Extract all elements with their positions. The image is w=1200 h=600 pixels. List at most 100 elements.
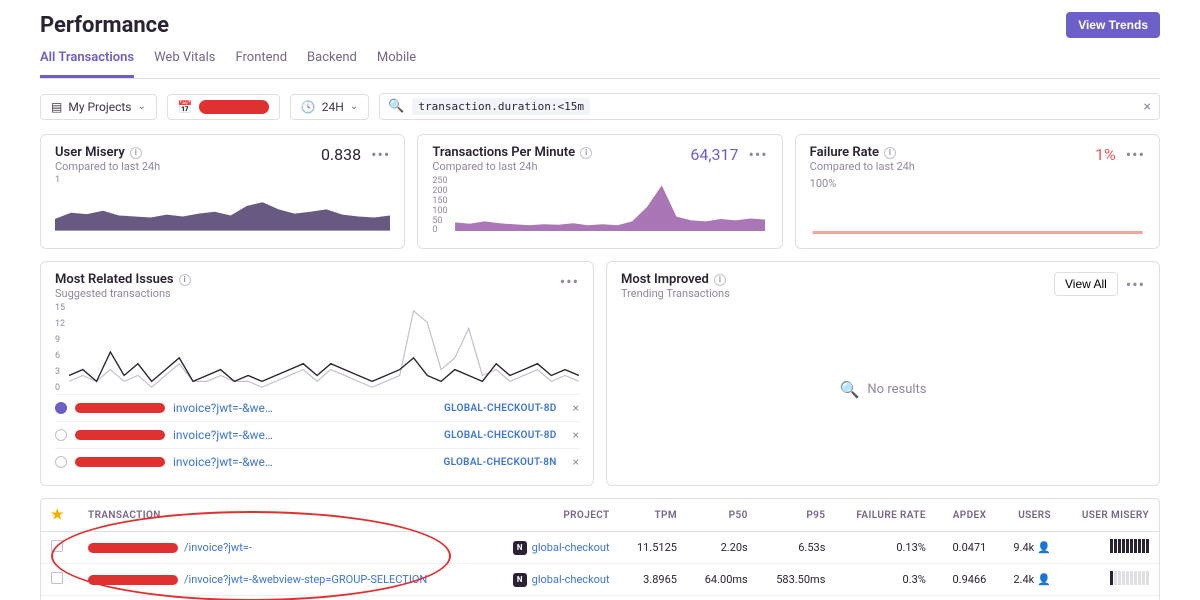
user-misery (1061, 532, 1159, 564)
failure-rate-chart (810, 196, 1145, 234)
tabs: All Transactions Web Vitals Frontend Backen… (40, 50, 1160, 79)
col-p50[interactable]: P50 (687, 499, 758, 532)
issue-link[interactable]: invoice?jwt=-&we… (173, 455, 273, 469)
improved-subtitle: Trending Transactions (621, 287, 730, 300)
failure-rate-title: Failure Rate (810, 145, 879, 160)
col-project[interactable]: PROJECT (488, 499, 619, 532)
improved-title: Most Improved (621, 272, 709, 287)
user-misery-value: 0.838 (321, 145, 361, 164)
search-icon: 🔍 (839, 380, 859, 399)
calendar-icon: 📅 (178, 100, 193, 114)
col-failure-rate[interactable]: FAILURE RATE (835, 499, 935, 532)
user-icon: 👤 (1037, 541, 1051, 554)
redacted-date (199, 100, 269, 114)
info-icon[interactable]: i (179, 274, 191, 286)
table-row[interactable]: /invoice?jwt=-&webview-step=INVOICE-SELE… (41, 596, 1159, 600)
project-badge[interactable]: Nglobal-checkout (513, 541, 610, 555)
no-results-text: No results (867, 382, 926, 397)
search-chip: transaction.duration:<15m (412, 98, 590, 115)
failure-rate-card: Failure Ratei Compared to last 24h 1% ••… (795, 134, 1160, 249)
search-input[interactable]: 🔍 transaction.duration:<15m × (379, 93, 1160, 120)
users: 9.4k👤 (996, 532, 1061, 564)
col-apdex[interactable]: APDEX (936, 499, 996, 532)
redacted (88, 543, 178, 553)
redacted (75, 457, 165, 467)
transaction-link[interactable]: /invoice?jwt=-&webview-step=GROUP-SELECT… (184, 573, 427, 586)
select-dot[interactable] (55, 456, 67, 468)
tpm: 11.5125 (620, 532, 687, 564)
issues-subtitle: Suggested transactions (55, 287, 191, 300)
p95: 6.53s (758, 532, 836, 564)
tab-backend[interactable]: Backend (307, 50, 357, 78)
user-misery-card: User Miseryi Compared to last 24h 0.838 … (40, 134, 405, 249)
issue-list: invoice?jwt=-&we…GLOBAL-CHECKOUT-8D×invo… (55, 394, 579, 475)
col-tpm[interactable]: TPM (620, 499, 687, 532)
close-icon[interactable]: × (573, 455, 579, 469)
more-icon[interactable]: ••• (1126, 145, 1145, 164)
tab-web-vitals[interactable]: Web Vitals (154, 50, 215, 78)
tpm-title: Transactions Per Minute (432, 145, 575, 160)
apdex: 0.912 (936, 596, 996, 600)
failure-rate-subtitle: Compared to last 24h (810, 160, 915, 173)
page-title: Performance (40, 13, 169, 38)
redacted (75, 403, 165, 413)
select-dot[interactable] (55, 402, 67, 414)
tab-mobile[interactable]: Mobile (377, 50, 416, 78)
close-icon[interactable]: × (573, 401, 579, 415)
star-toggle[interactable] (51, 540, 63, 552)
info-icon[interactable]: i (884, 147, 896, 159)
info-icon[interactable]: i (130, 147, 142, 159)
col-p95[interactable]: P95 (758, 499, 836, 532)
projects-filter[interactable]: ▤ My Projects ⌄ (40, 94, 157, 120)
p95: 583.50ms (758, 564, 836, 596)
issue-link[interactable]: invoice?jwt=-&we… (173, 428, 273, 442)
redacted (88, 575, 178, 585)
info-icon[interactable]: i (714, 274, 726, 286)
p50: 72.00ms (687, 596, 758, 600)
view-all-button[interactable]: View All (1054, 272, 1118, 296)
failure-rate: 1.86% (835, 596, 935, 600)
info-icon[interactable]: i (580, 147, 592, 159)
users: 6.4k👤 (996, 596, 1061, 600)
user-misery (1061, 596, 1159, 600)
user-misery-subtitle: Compared to last 24h (55, 160, 160, 173)
col-users[interactable]: USERS (996, 499, 1061, 532)
timerange-filter[interactable]: 🕓 24H ⌄ (290, 94, 369, 120)
more-icon[interactable]: ••• (1126, 275, 1145, 294)
star-icon[interactable]: ★ (51, 507, 64, 523)
close-icon[interactable]: × (573, 428, 579, 442)
project-badge[interactable]: Nglobal-checkout (513, 573, 610, 587)
users: 2.4k👤 (996, 564, 1061, 596)
issue-row[interactable]: invoice?jwt=-&we…GLOBAL-CHECKOUT-8D× (55, 394, 579, 421)
select-dot[interactable] (55, 429, 67, 441)
date-filter[interactable]: 📅 (167, 94, 280, 120)
issue-row[interactable]: invoice?jwt=-&we…GLOBAL-CHECKOUT-8D× (55, 421, 579, 448)
apdex: 0.9466 (936, 564, 996, 596)
clear-search-icon[interactable]: × (1144, 99, 1151, 115)
tab-frontend[interactable]: Frontend (235, 50, 287, 78)
redacted (75, 430, 165, 440)
more-icon[interactable]: ••• (560, 272, 579, 291)
table-row[interactable]: /invoice?jwt=-Nglobal-checkout11.51252.2… (41, 532, 1159, 564)
projects-label: My Projects (68, 100, 131, 114)
view-trends-button[interactable]: View Trends (1066, 12, 1160, 38)
most-improved-card: Most Improved i Trending Transactions Vie… (606, 261, 1160, 486)
tpm: 3.8965 (620, 564, 687, 596)
user-icon: 👤 (1037, 573, 1051, 586)
tab-all-transactions[interactable]: All Transactions (40, 50, 134, 78)
user-misery (1061, 564, 1159, 596)
col-user-misery[interactable]: USER MISERY (1061, 499, 1159, 532)
issue-row[interactable]: invoice?jwt=-&we…GLOBAL-CHECKOUT-8N× (55, 448, 579, 475)
more-icon[interactable]: ••• (371, 145, 390, 164)
issues-title: Most Related Issues (55, 272, 174, 287)
transactions-table: ★ TRANSACTIONPROJECTTPMP50P95FAILURE RATE… (41, 499, 1159, 600)
issue-link[interactable]: invoice?jwt=-&we… (173, 401, 273, 415)
p95: 1.13s (758, 596, 836, 600)
chevron-down-icon: ⌄ (350, 101, 358, 112)
more-icon[interactable]: ••• (748, 145, 767, 164)
table-row[interactable]: /invoice?jwt=-&webview-step=GROUP-SELECT… (41, 564, 1159, 596)
star-toggle[interactable] (51, 572, 63, 584)
timerange-label: 24H (322, 100, 344, 114)
transaction-link[interactable]: /invoice?jwt=- (184, 541, 252, 554)
col-transaction[interactable]: TRANSACTION (78, 499, 488, 532)
